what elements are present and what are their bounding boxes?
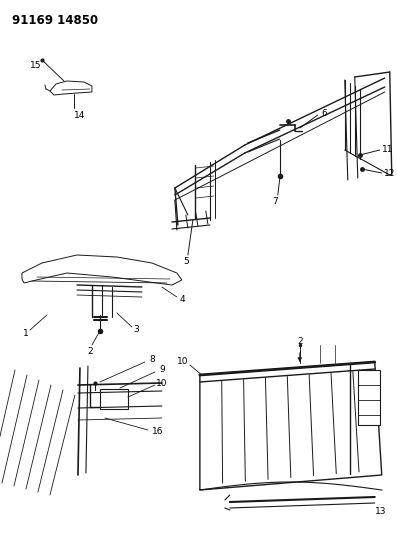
Text: 12: 12 <box>384 169 395 179</box>
Text: 14: 14 <box>74 111 86 120</box>
Text: 2: 2 <box>297 336 303 345</box>
Text: 15: 15 <box>30 61 42 70</box>
Text: 5: 5 <box>183 257 189 266</box>
Text: 10: 10 <box>177 357 189 366</box>
Text: 3: 3 <box>133 326 139 335</box>
Text: 9: 9 <box>159 366 165 375</box>
Text: 8: 8 <box>149 354 155 364</box>
Text: 10: 10 <box>156 378 168 387</box>
Text: 2: 2 <box>87 346 93 356</box>
Text: 11: 11 <box>382 144 393 154</box>
FancyBboxPatch shape <box>100 389 128 409</box>
FancyBboxPatch shape <box>358 370 380 425</box>
Text: 1: 1 <box>23 329 29 338</box>
Text: 16: 16 <box>152 427 164 437</box>
Text: 13: 13 <box>375 507 386 516</box>
Text: 7: 7 <box>272 198 278 206</box>
Text: 6: 6 <box>321 109 327 117</box>
Text: 91169 14850: 91169 14850 <box>12 14 98 27</box>
Text: 4: 4 <box>179 295 185 303</box>
